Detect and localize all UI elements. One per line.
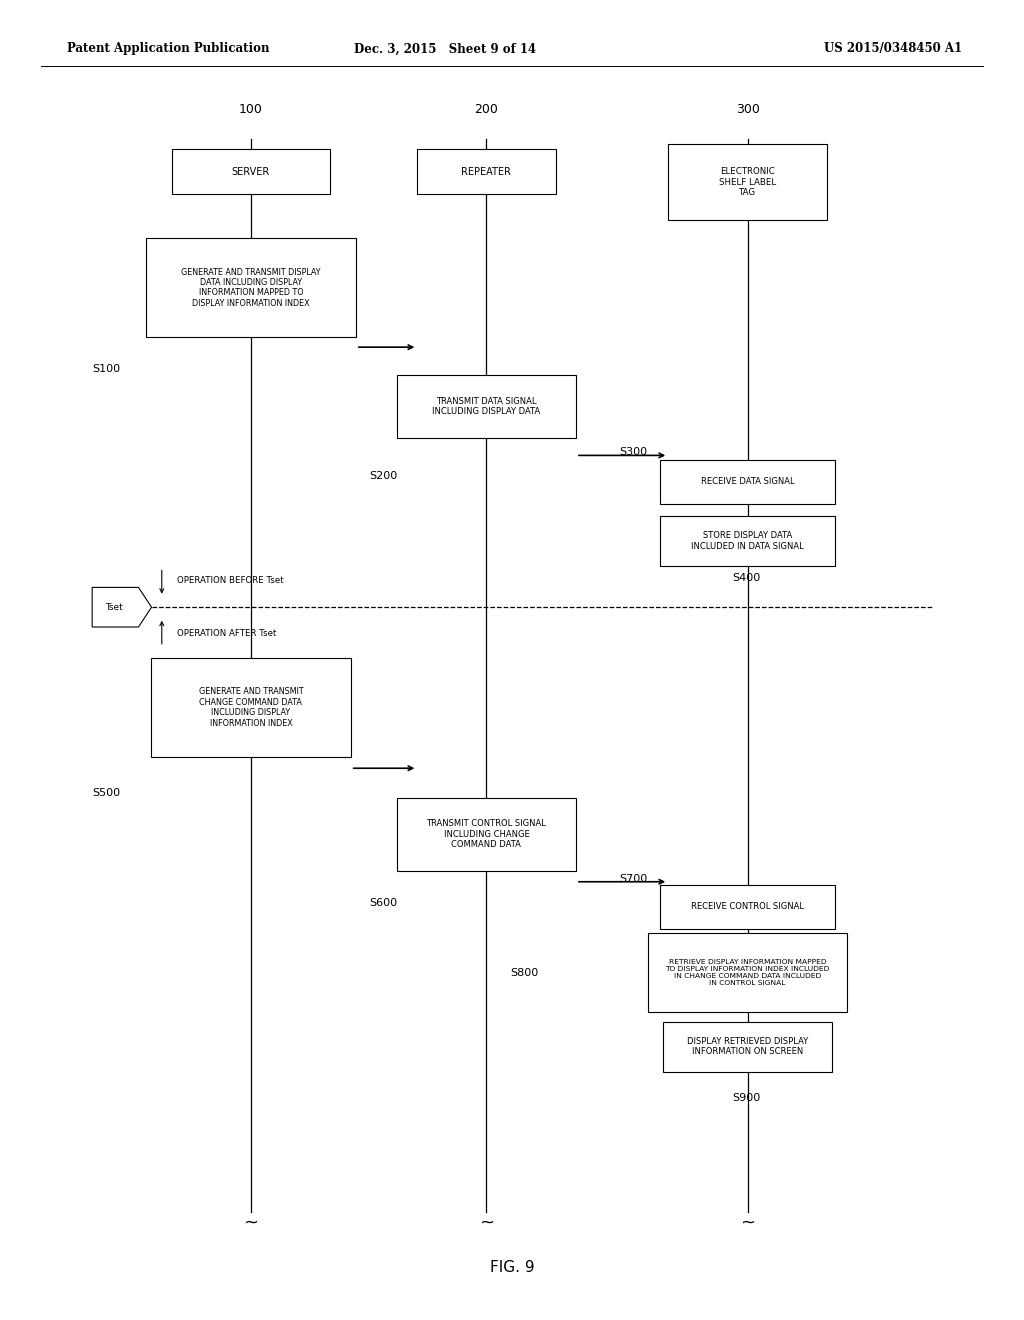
Text: 200: 200 (474, 103, 499, 116)
Text: Patent Application Publication: Patent Application Publication (67, 42, 269, 55)
Polygon shape (92, 587, 152, 627)
Text: ELECTRONIC
SHELF LABEL
TAG: ELECTRONIC SHELF LABEL TAG (719, 168, 776, 197)
Text: SERVER: SERVER (231, 166, 270, 177)
FancyBboxPatch shape (647, 933, 847, 1012)
Text: STORE DISPLAY DATA
INCLUDED IN DATA SIGNAL: STORE DISPLAY DATA INCLUDED IN DATA SIGN… (691, 532, 804, 550)
Text: TRANSMIT DATA SIGNAL
INCLUDING DISPLAY DATA: TRANSMIT DATA SIGNAL INCLUDING DISPLAY D… (432, 397, 541, 416)
FancyBboxPatch shape (660, 516, 835, 566)
FancyBboxPatch shape (418, 149, 555, 194)
Text: DISPLAY RETRIEVED DISPLAY
INFORMATION ON SCREEN: DISPLAY RETRIEVED DISPLAY INFORMATION ON… (687, 1038, 808, 1056)
Text: S800: S800 (510, 968, 539, 978)
Text: Tset: Tset (105, 603, 123, 611)
Text: S200: S200 (369, 471, 397, 482)
Text: GENERATE AND TRANSMIT
CHANGE COMMAND DATA
INCLUDING DISPLAY
INFORMATION INDEX: GENERATE AND TRANSMIT CHANGE COMMAND DAT… (199, 688, 303, 727)
Text: S400: S400 (732, 573, 761, 583)
Text: FIG. 9: FIG. 9 (489, 1259, 535, 1275)
Text: REPEATER: REPEATER (462, 166, 511, 177)
FancyBboxPatch shape (668, 144, 827, 220)
FancyBboxPatch shape (146, 238, 356, 337)
FancyBboxPatch shape (660, 459, 835, 503)
Text: 300: 300 (735, 103, 760, 116)
Text: 100: 100 (239, 103, 263, 116)
Text: RECEIVE DATA SIGNAL: RECEIVE DATA SIGNAL (700, 478, 795, 486)
FancyBboxPatch shape (171, 149, 330, 194)
Text: S100: S100 (93, 364, 121, 375)
Text: S700: S700 (618, 874, 647, 884)
Text: OPERATION BEFORE Tset: OPERATION BEFORE Tset (177, 577, 284, 585)
Text: US 2015/0348450 A1: US 2015/0348450 A1 (824, 42, 963, 55)
Text: ~: ~ (479, 1213, 494, 1232)
Text: S500: S500 (93, 788, 121, 799)
Text: GENERATE AND TRANSMIT DISPLAY
DATA INCLUDING DISPLAY
INFORMATION MAPPED TO
DISPL: GENERATE AND TRANSMIT DISPLAY DATA INCLU… (181, 268, 321, 308)
Text: ~: ~ (740, 1213, 755, 1232)
FancyBboxPatch shape (660, 884, 835, 929)
FancyBboxPatch shape (396, 797, 575, 871)
Text: OPERATION AFTER Tset: OPERATION AFTER Tset (177, 630, 276, 638)
Text: S300: S300 (620, 446, 647, 457)
Text: S600: S600 (370, 898, 397, 908)
FancyBboxPatch shape (664, 1022, 831, 1072)
Text: ~: ~ (244, 1213, 258, 1232)
Text: RETRIEVE DISPLAY INFORMATION MAPPED
TO DISPLAY INFORMATION INDEX INCLUDED
IN CHA: RETRIEVE DISPLAY INFORMATION MAPPED TO D… (666, 960, 829, 986)
Text: Dec. 3, 2015   Sheet 9 of 14: Dec. 3, 2015 Sheet 9 of 14 (354, 42, 537, 55)
FancyBboxPatch shape (396, 375, 575, 438)
Text: RECEIVE CONTROL SIGNAL: RECEIVE CONTROL SIGNAL (691, 903, 804, 911)
Text: S900: S900 (732, 1093, 761, 1104)
FancyBboxPatch shape (152, 657, 350, 758)
Text: TRANSMIT CONTROL SIGNAL
INCLUDING CHANGE
COMMAND DATA: TRANSMIT CONTROL SIGNAL INCLUDING CHANGE… (426, 820, 547, 849)
